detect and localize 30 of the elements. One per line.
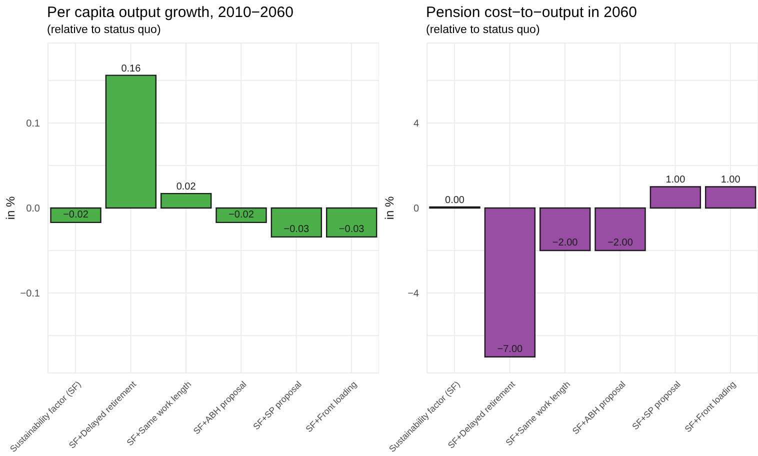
y-tick-label: −4 bbox=[408, 288, 420, 300]
bar bbox=[216, 207, 267, 224]
bar bbox=[50, 207, 102, 224]
text: −2.00 bbox=[552, 238, 578, 249]
y-tick-label: 0.0 bbox=[26, 204, 40, 215]
text: −7.00 bbox=[497, 344, 523, 355]
text: −0.03 bbox=[284, 224, 310, 235]
y-axis-title: in % bbox=[382, 196, 396, 220]
text: −0.02 bbox=[63, 209, 88, 220]
bar bbox=[105, 74, 157, 209]
bar bbox=[270, 207, 322, 238]
text: 0.16 bbox=[121, 63, 141, 74]
text: −0.02 bbox=[228, 209, 254, 220]
chart-title: Pension cost−to−output in 2060 bbox=[426, 4, 637, 21]
bar bbox=[326, 207, 378, 238]
text: 0.00 bbox=[445, 195, 464, 206]
text: 1.00 bbox=[720, 174, 740, 186]
y-tick-label: 0 bbox=[413, 204, 420, 215]
chart-subtitle: (relative to status quo) bbox=[426, 24, 540, 36]
text: −0.03 bbox=[338, 224, 364, 235]
chart-title: Per capita output growth, 2010−2060 bbox=[47, 4, 294, 21]
text: 0.02 bbox=[176, 182, 196, 193]
text: 1.00 bbox=[666, 174, 686, 186]
y-axis-title: in % bbox=[3, 196, 18, 220]
y-tick-label: 4 bbox=[413, 118, 420, 130]
y-tick-label: −0.1 bbox=[20, 288, 40, 300]
chart-subtitle: (relative to status quo) bbox=[47, 24, 161, 36]
bar bbox=[160, 192, 212, 209]
y-tick-label: 0.1 bbox=[26, 118, 40, 130]
text: −2.00 bbox=[608, 238, 633, 249]
